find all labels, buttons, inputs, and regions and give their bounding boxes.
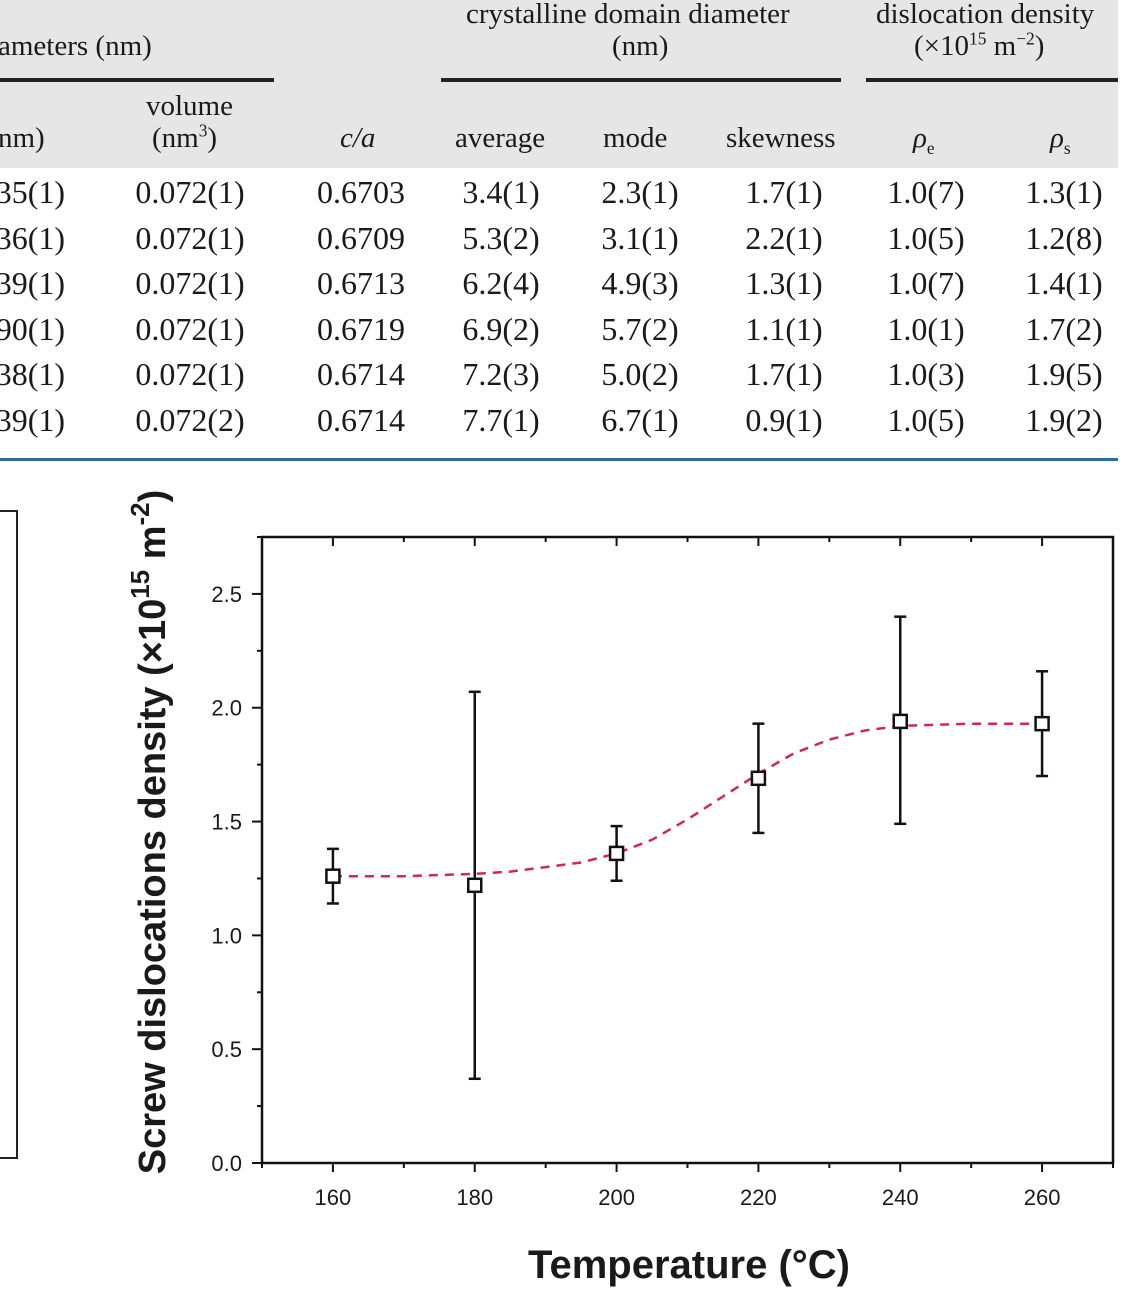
- table-cell-skewness: 1.7(1): [745, 356, 823, 392]
- table-cell-mode: 3.1(1): [601, 219, 679, 256]
- table-cell-rho-e: 1.0(7): [887, 265, 965, 301]
- x-tick-label: 260: [1024, 1185, 1061, 1210]
- y-tick-label: 2.5: [211, 582, 242, 607]
- col-header-ca: c/a: [340, 122, 376, 154]
- col-header-volume-line1: volume: [146, 90, 233, 122]
- table-cell-skewness: 0.9(1): [745, 401, 823, 438]
- plot-frame: [260, 535, 1115, 1165]
- table-cell-nm: 36(1): [0, 219, 65, 256]
- x-tick-label: 240: [882, 1185, 919, 1210]
- header-dislocation-line2: (×1015 m−2): [914, 28, 1045, 62]
- table-cell-volume: 0.072(2): [135, 401, 245, 438]
- table-cell-rho-e: 1.0(5): [887, 401, 965, 438]
- table-cell-ca: 0.6713: [317, 265, 405, 301]
- table-cell-ca: 0.6719: [317, 310, 405, 347]
- x-tick-label: 160: [315, 1185, 352, 1210]
- table-cell-rho-e: 1.0(7): [887, 174, 965, 210]
- x-tick-label: 180: [456, 1185, 493, 1210]
- col-header-volume-line2: (nm3): [152, 120, 218, 154]
- table-cell-mode: 4.9(3): [601, 265, 679, 301]
- y-tick-label: 2.0: [211, 696, 242, 721]
- table-cell-rho-s: 1.4(1): [1025, 265, 1103, 301]
- table-cell-ca: 0.6709: [317, 219, 405, 256]
- data-point-marker: [325, 868, 341, 884]
- data-table: ameters (nm) crystalline domain diameter…: [0, 0, 1133, 462]
- table-cell-skewness: 1.3(1): [745, 265, 823, 301]
- table-cell-average: 5.3(2): [462, 219, 540, 256]
- col-header-average: average: [455, 122, 546, 154]
- table-cell-nm: 39(1): [0, 265, 65, 301]
- cropped-left-panel: [0, 510, 18, 1159]
- table-cell-rho-e: 1.0(5): [887, 219, 965, 256]
- y-tick-label: 1.0: [211, 923, 242, 948]
- col-header-rho-s: ρs: [1050, 122, 1071, 158]
- data-point-marker: [608, 845, 625, 862]
- table-cell-mode: 6.7(1): [601, 401, 679, 438]
- table-cell-rho-e: 1.0(3): [887, 356, 965, 392]
- x-tick-label: 200: [598, 1185, 635, 1210]
- table-cell-volume: 0.072(1): [135, 174, 245, 210]
- header-crystalline-line1: crystalline domain diameter: [466, 0, 790, 30]
- x-tick-label: 220: [740, 1185, 777, 1210]
- table-cell-ca: 0.6714: [317, 356, 405, 392]
- data-point-marker: [750, 770, 767, 787]
- data-point-marker: [892, 713, 908, 730]
- table-cell-mode: 5.0(2): [601, 356, 679, 392]
- table-cell-mode: 5.7(2): [601, 310, 679, 347]
- table-cell-rho-s: 1.9(5): [1025, 356, 1103, 392]
- fit-curve: [332, 722, 1043, 878]
- data-point-marker: [467, 877, 483, 894]
- y-tick-label: 0.0: [211, 1151, 242, 1176]
- table-cell-average: 7.7(1): [462, 401, 540, 438]
- table-cell-rho-s: 1.3(1): [1025, 174, 1103, 210]
- table-cell-volume: 0.072(1): [135, 265, 245, 301]
- table-cell-nm: 35(1): [0, 174, 65, 210]
- y-tick-label: 1.5: [211, 810, 242, 835]
- screw-dislocation-chart: 160 180 200 220 240 260 0.0 0.5 1.0 1.5 2.0 2.5 Tem…: [125, 490, 1115, 1287]
- table-cell-nm: 90(1): [0, 310, 65, 347]
- table-cell-skewness: 2.2(1): [745, 219, 823, 256]
- table-cell-volume: 0.072(1): [135, 310, 245, 347]
- y-tick-label: 0.5: [211, 1037, 242, 1062]
- table-cell-nm: 38(1): [0, 356, 65, 392]
- table-cell-volume: 0.072(1): [135, 356, 245, 392]
- table-cell-ca: 0.6714: [317, 401, 405, 438]
- y-axis-title: Screw dislocations density (×1015 m-2): [125, 490, 174, 1175]
- table-cell-average: 7.2(3): [462, 356, 540, 392]
- col-header-nm: nm): [0, 122, 45, 154]
- col-header-skewness: skewness: [726, 122, 836, 154]
- table-cell-skewness: 1.1(1): [745, 310, 823, 347]
- table-header-band: [0, 0, 1118, 168]
- table-cell-skewness: 1.7(1): [745, 174, 823, 210]
- table-cell-rho-s: 1.7(2): [1025, 310, 1103, 347]
- col-header-mode: mode: [603, 122, 668, 154]
- header-dislocation-line1: dislocation density: [876, 0, 1095, 30]
- rule-crystalline: [441, 78, 841, 82]
- header-diameters: ameters (nm): [0, 30, 152, 62]
- table-bottom-rule: [0, 458, 1118, 461]
- table-cell-average: 6.2(4): [462, 265, 540, 301]
- x-axis-title: Temperature (°C): [528, 1243, 850, 1287]
- table-cell-nm: 39(1): [0, 401, 65, 438]
- table-cell-rho-s: 1.9(2): [1025, 401, 1103, 438]
- table-cell-average: 3.4(1): [462, 174, 540, 210]
- rule-dislocation: [866, 78, 1118, 82]
- rule-diameters: [0, 78, 274, 82]
- table-cell-average: 6.9(2): [462, 310, 540, 347]
- table-cell-rho-e: 1.0(1): [887, 310, 965, 347]
- table-cell-mode: 2.3(1): [601, 174, 679, 210]
- col-header-rho-e: ρe: [913, 122, 935, 158]
- table-cell-volume: 0.072(1): [135, 219, 245, 256]
- table-cell-rho-s: 1.2(8): [1025, 219, 1103, 256]
- table-cell-ca: 0.6703: [317, 174, 405, 210]
- data-point-marker: [1034, 715, 1050, 732]
- header-crystalline-line2: (nm): [612, 30, 669, 62]
